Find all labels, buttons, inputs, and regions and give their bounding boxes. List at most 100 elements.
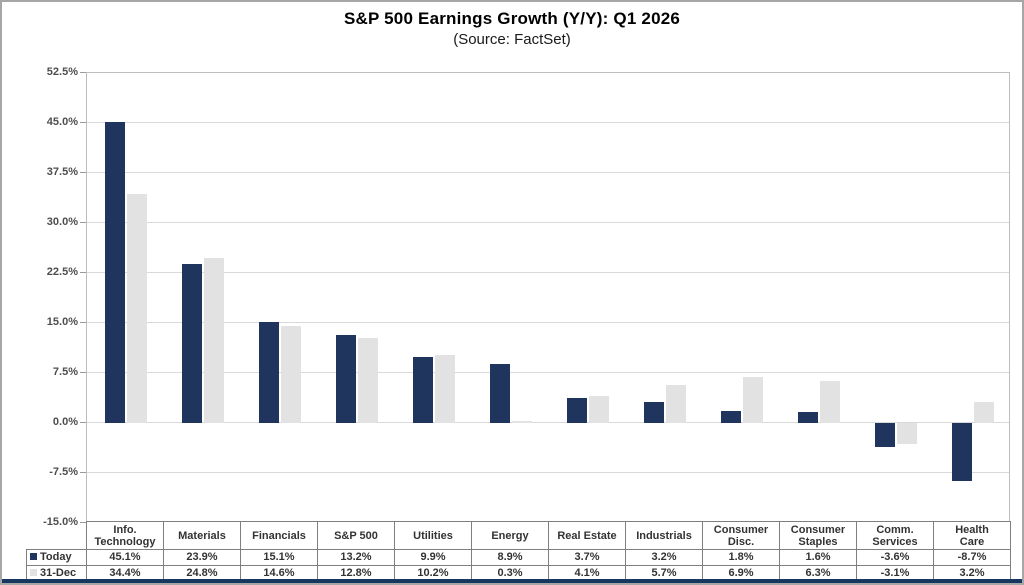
legend-cell: 31-Dec — [26, 565, 87, 582]
bar-31-dec — [742, 377, 763, 423]
data-table: Info. Technology Materials Financials S&P 5… — [26, 521, 1011, 582]
y-axis-tick-label: 52.5% — [46, 66, 78, 78]
table-corner-spacer — [27, 522, 87, 550]
category-header: Comm. Services — [856, 521, 934, 550]
y-axis-tick-label: 30.0% — [46, 216, 78, 228]
bar-today — [566, 398, 587, 423]
value-cell: 8.9% — [471, 549, 549, 566]
gridline — [87, 322, 1009, 323]
category-header: Consumer Disc. — [702, 521, 780, 550]
bar-today — [489, 363, 510, 423]
bar-31-dec — [896, 423, 917, 444]
bar-31-dec — [819, 381, 840, 423]
category-header: Info. Technology — [86, 521, 164, 550]
y-axis-tick-label: 7.5% — [52, 366, 78, 378]
y-axis-tick-mark — [80, 322, 86, 323]
value-cell: 15.1% — [240, 549, 318, 566]
y-axis-tick-mark — [80, 122, 86, 123]
value-cell: 4.1% — [548, 565, 626, 582]
y-axis-tick-label: 0.0% — [52, 416, 78, 428]
y-axis-tick-label: -15.0% — [43, 516, 78, 528]
bar-today — [951, 423, 972, 481]
bar-31-dec — [973, 401, 994, 423]
y-axis-tick-mark — [80, 472, 86, 473]
bar-today — [104, 122, 125, 423]
value-cell: 3.2% — [933, 565, 1011, 582]
bar-today — [258, 322, 279, 423]
bar-31-dec — [357, 337, 378, 423]
value-cell: 12.8% — [317, 565, 395, 582]
y-axis-tick-mark — [80, 72, 86, 73]
value-cell: 14.6% — [240, 565, 318, 582]
bar-31-dec — [665, 385, 686, 423]
legend-label: Today — [40, 551, 72, 563]
value-cell: 23.9% — [163, 549, 241, 566]
y-axis-tick-label: 22.5% — [46, 266, 78, 278]
bar-today — [181, 263, 202, 423]
legend-marker-icon — [30, 552, 37, 560]
category-header: Consumer Staples — [779, 521, 857, 550]
y-axis-tick-mark — [80, 272, 86, 273]
bar-today — [797, 412, 818, 423]
category-header: Financials — [240, 521, 318, 550]
value-cell: 10.2% — [394, 565, 472, 582]
category-header: Real Estate — [548, 521, 626, 550]
bar-today — [643, 401, 664, 423]
bar-31-dec — [588, 395, 609, 423]
legend-cell: Today — [26, 549, 87, 566]
y-axis-tick-mark — [80, 422, 86, 423]
y-axis-tick-label: -7.5% — [49, 466, 78, 478]
value-cell: 3.7% — [548, 549, 626, 566]
value-cell: 9.9% — [394, 549, 472, 566]
table-row: Today 45.1% 23.9% 15.1% 13.2% 9.9% 8.9% 3.7% 3.2… — [26, 549, 1011, 566]
value-cell: -3.6% — [856, 549, 934, 566]
gridline — [87, 422, 1009, 423]
bar-31-dec — [280, 325, 301, 423]
value-cell: 1.6% — [779, 549, 857, 566]
value-cell: 45.1% — [86, 549, 164, 566]
gridline — [87, 372, 1009, 373]
y-axis-tick-label: 37.5% — [46, 166, 78, 178]
value-cell: -8.7% — [933, 549, 1011, 566]
value-cell: 6.9% — [702, 565, 780, 582]
gridline — [87, 122, 1009, 123]
y-axis-tick-mark — [80, 222, 86, 223]
plot-area — [86, 72, 1010, 522]
category-header: S&P 500 — [317, 521, 395, 550]
table-header-row: Info. Technology Materials Financials S&P 5… — [27, 521, 1011, 550]
value-cell: 3.2% — [625, 549, 703, 566]
legend-label: 31-Dec — [40, 567, 77, 579]
value-cell: 24.8% — [163, 565, 241, 582]
bar-31-dec — [511, 421, 532, 423]
table-row: 31-Dec 34.4% 24.8% 14.6% 12.8% 10.2% 0.3% 4.1% 5… — [26, 565, 1011, 582]
gridline — [87, 172, 1009, 173]
legend-marker-icon — [30, 568, 37, 576]
category-header: Health Care — [933, 521, 1011, 550]
chart-title: S&P 500 Earnings Growth (Y/Y): Q1 2026 — [343, 9, 681, 28]
bar-31-dec — [126, 193, 147, 423]
value-cell: 13.2% — [317, 549, 395, 566]
value-cell: 0.3% — [471, 565, 549, 582]
gridline — [87, 472, 1009, 473]
bottom-rule — [2, 579, 1022, 583]
bar-today — [335, 335, 356, 423]
category-header: Utilities — [394, 521, 472, 550]
bar-31-dec — [203, 257, 224, 423]
y-axis-tick-mark — [80, 522, 86, 523]
gridline — [87, 222, 1009, 223]
value-cell: 5.7% — [625, 565, 703, 582]
bar-31-dec — [434, 355, 455, 423]
bar-today — [412, 357, 433, 423]
category-header: Energy — [471, 521, 549, 550]
category-header: Industrials — [625, 521, 703, 550]
chart-subtitle: (Source: FactSet) — [453, 31, 571, 48]
value-cell: -3.1% — [856, 565, 934, 582]
bar-today — [720, 411, 741, 423]
value-cell: 6.3% — [779, 565, 857, 582]
y-axis-tick-label: 15.0% — [46, 316, 78, 328]
y-axis-tick-mark — [80, 372, 86, 373]
value-cell: 1.8% — [702, 549, 780, 566]
bar-today — [874, 423, 895, 447]
gridline — [87, 272, 1009, 273]
